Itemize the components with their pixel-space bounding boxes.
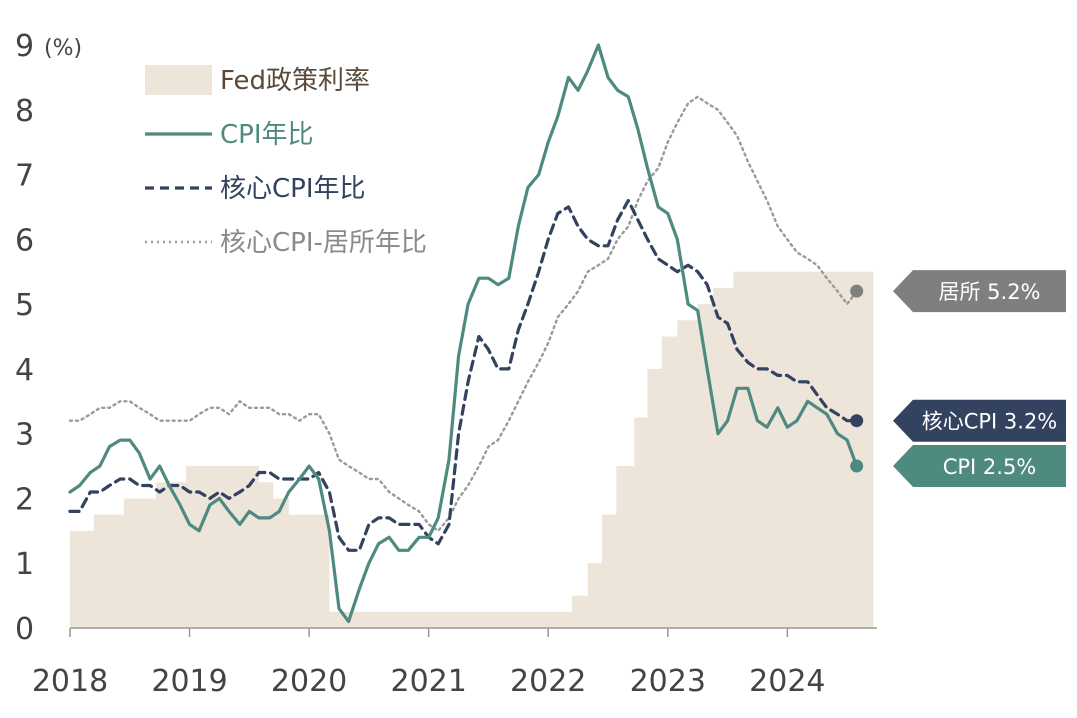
series-line-core (68, 198, 859, 552)
y-tick-label: 0 (15, 612, 34, 647)
endpoint-marker-core (850, 414, 864, 428)
y-axis-unit: (%) (44, 36, 82, 61)
legend-swatch-fed (145, 65, 212, 95)
y-tick-label: 9 (15, 29, 34, 64)
x-tick-label: 2018 (32, 664, 108, 699)
x-tick-label: 2023 (630, 664, 706, 699)
callout-label-core: 核心CPI 3.2% (922, 410, 1058, 434)
legend-label-core: 核心CPI年比 (220, 174, 366, 204)
legend-label-shelter: 核心CPI-居所年比 (220, 228, 427, 258)
y-tick-label: 2 (15, 482, 34, 517)
fed-rate-area (70, 271, 874, 628)
x-tick-label: 2019 (151, 664, 227, 699)
legend-label-cpi: CPI年比 (220, 120, 314, 150)
callouts: 居所 5.2% 核心CPI 3.2% CPI 2.5% (850, 270, 1066, 488)
y-tick-label: 4 (15, 353, 34, 388)
legend-label-fed: Fed政策利率 (220, 66, 370, 96)
series-line-cpi (68, 43, 859, 624)
y-tick-label: 7 (15, 159, 34, 194)
x-tick-label: 2020 (271, 664, 347, 699)
y-tick-label: 6 (15, 223, 34, 258)
callout-box-shelter (893, 270, 1066, 313)
endpoint-marker-shelter (850, 284, 864, 298)
x-tick-label: 2021 (390, 664, 466, 699)
callout-label-shelter: 居所 5.2% (938, 280, 1040, 304)
callout-label-cpi: CPI 2.5% (943, 455, 1037, 479)
y-tick-label: 1 (15, 547, 34, 582)
x-tick-label: 2022 (510, 664, 586, 699)
series-line-shelter (68, 95, 858, 532)
axis-layer: 0 1 2 3 4 5 6 7 8 9 (%) 2018 2019 2020 2021 2022 2023 202… (15, 29, 877, 699)
fed-rate-layer (70, 271, 874, 628)
y-tick-label: 8 (15, 94, 34, 129)
endpoint-marker-cpi (850, 459, 864, 473)
y-tick-label: 3 (15, 418, 34, 453)
callout-box-core (893, 399, 1066, 442)
x-tick-label: 2024 (749, 664, 825, 699)
callout-box-cpi (893, 445, 1066, 488)
series-layer (68, 43, 859, 624)
y-tick-label: 5 (15, 288, 34, 323)
